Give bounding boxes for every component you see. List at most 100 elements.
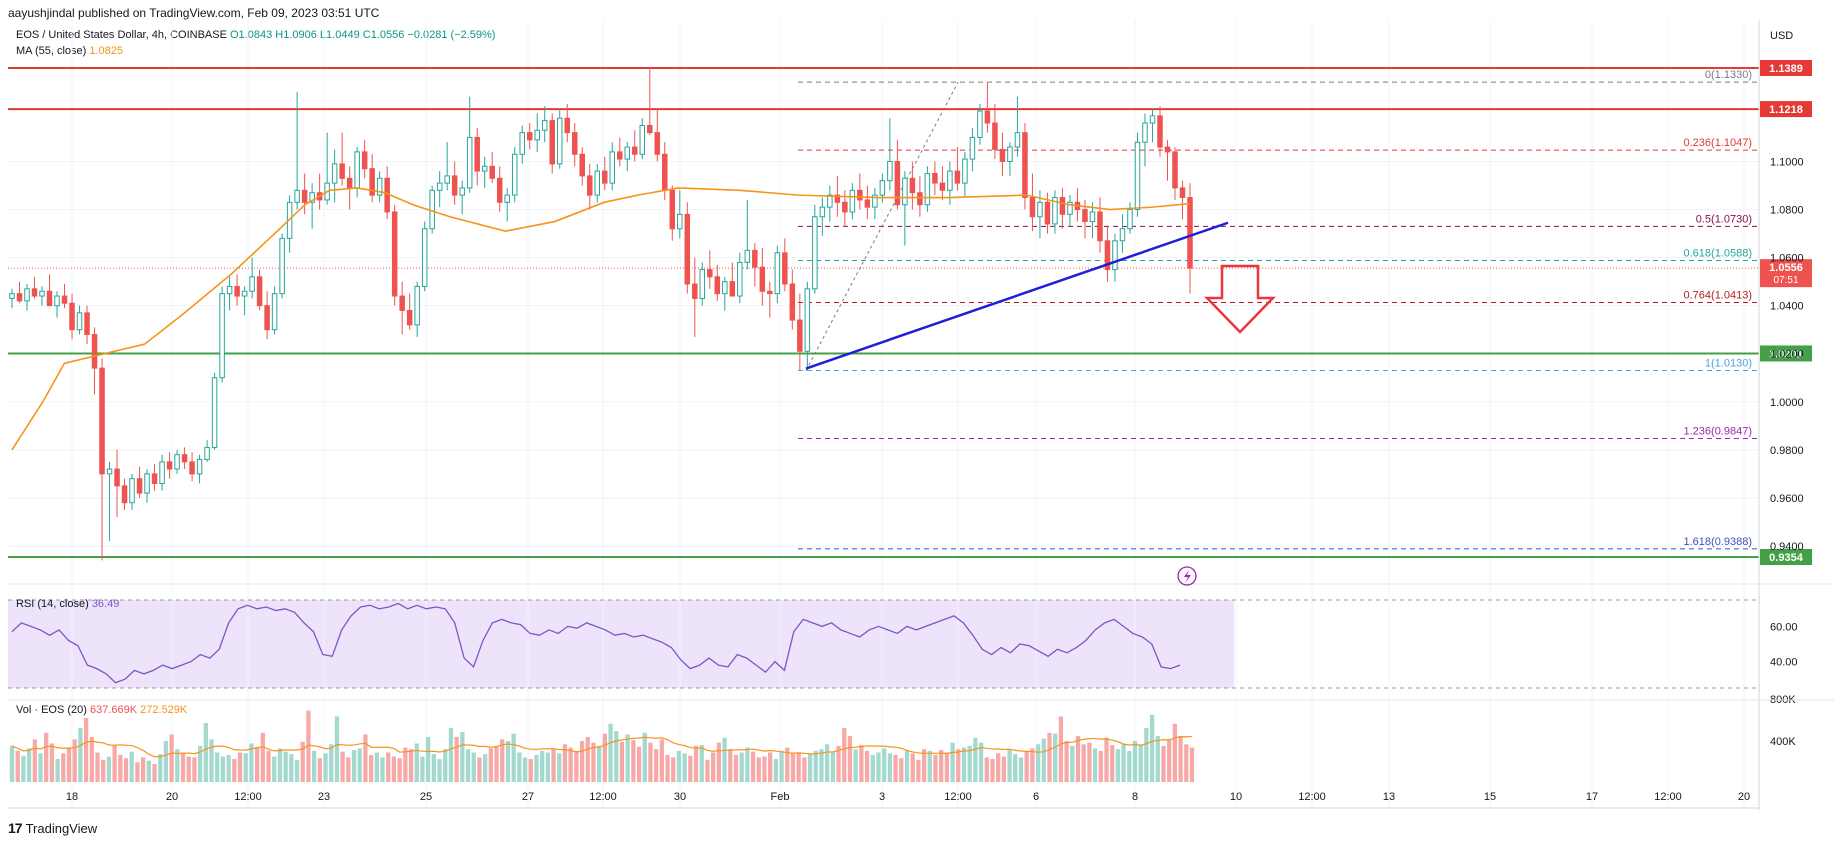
volume-bar-up <box>351 750 357 782</box>
ohlc-legend: EOS / United States Dollar, 4h, COINBASE… <box>16 29 495 41</box>
volume-bar-up <box>682 753 687 782</box>
candle-up <box>129 478 135 504</box>
candle-up <box>1007 146 1013 162</box>
candle-down <box>369 168 375 196</box>
volume-bar-down <box>864 750 870 782</box>
candle-up <box>1067 201 1073 215</box>
candle-down <box>346 177 353 189</box>
ma-legend[interactable]: MA (55, close) 1.0825 <box>16 45 123 57</box>
volume-bar-up <box>904 750 910 782</box>
candle-down <box>1157 115 1163 148</box>
volume-bar-down <box>1047 732 1052 782</box>
volume-bar-up <box>830 751 836 782</box>
candle-down <box>91 333 98 369</box>
volume-legend[interactable]: Vol · EOS (20) 637.669K 272.529K <box>16 704 187 716</box>
candle-up <box>519 132 525 155</box>
volume-bar-up <box>277 748 283 782</box>
volume-bar-down <box>1104 737 1109 782</box>
candle-down <box>1179 187 1186 199</box>
volume-bar-up <box>226 754 231 782</box>
candle-down <box>767 290 773 295</box>
candle-down <box>99 367 105 475</box>
volume-bar-down <box>984 757 989 782</box>
volume-bar-down <box>180 752 186 782</box>
candle-down <box>136 478 143 494</box>
volume-bar-up <box>511 733 516 782</box>
candle-up <box>459 187 465 196</box>
volume-bar-up <box>431 754 436 782</box>
volume-bar-up <box>420 756 425 782</box>
volume-bar-down <box>921 749 927 782</box>
candle-up <box>1142 122 1148 143</box>
candle-up <box>39 290 45 297</box>
candle-down <box>759 266 766 292</box>
candle-down <box>16 293 23 302</box>
volume-bar-up <box>249 743 254 782</box>
volume-bar-down <box>1058 716 1064 782</box>
volume-bar-up <box>1035 744 1041 782</box>
candle-up <box>174 454 180 470</box>
volume-bar-down <box>1110 745 1115 782</box>
candle-up <box>902 177 908 206</box>
volume-bar-down <box>386 752 391 782</box>
candle-up <box>466 136 473 189</box>
candle-down <box>684 213 691 285</box>
volume-bar-down <box>756 757 761 782</box>
volume-bar-down <box>916 759 921 782</box>
candle-up <box>54 295 60 307</box>
currency-label: USD <box>1770 30 1794 42</box>
volume-bar-down <box>1184 744 1189 782</box>
fib-label: 1.618(0.9388) <box>1684 536 1753 548</box>
ohlc-change: −0.0281 (−2.59%) <box>407 29 496 41</box>
ma-line <box>11 187 1191 451</box>
rsi-value: 36.49 <box>91 598 120 610</box>
tradingview-logo[interactable]: 17 TradingView <box>8 820 97 836</box>
current-price-tag <box>1760 259 1812 288</box>
y-tick-label: 1.0600 <box>1770 253 1804 265</box>
volume-bar-down <box>562 744 568 782</box>
volume-bar-down <box>1024 751 1029 782</box>
candle-up <box>249 276 255 292</box>
volume-bar-up <box>1121 744 1126 782</box>
x-tick-label: 8 <box>1132 791 1138 803</box>
candle-down <box>1044 201 1051 225</box>
volume-bar-up <box>882 748 887 782</box>
candle-up <box>504 194 510 203</box>
volume-bar-down <box>260 732 265 782</box>
y-tick-label: 1.1000 <box>1770 156 1804 168</box>
candle-down <box>999 148 1006 162</box>
volume-bar-down <box>579 741 585 782</box>
volume-bar-up <box>557 753 562 782</box>
volume-bar-down <box>397 758 402 782</box>
volume-bar-down <box>750 751 756 782</box>
candle-down <box>917 192 923 206</box>
volume-bar-up <box>448 727 454 782</box>
candle-down <box>1022 132 1028 199</box>
volume-bar-up <box>522 757 528 782</box>
candle-down <box>939 182 946 191</box>
candle-down <box>654 132 661 155</box>
ohlc-close: C1.0556 <box>362 29 405 41</box>
volume-bar-up <box>243 753 248 782</box>
volume-bar-up <box>21 755 26 782</box>
candle-down <box>992 122 998 150</box>
volume-bar-up <box>978 742 984 782</box>
volume-bars <box>9 710 1195 782</box>
candle-up <box>804 288 811 352</box>
volume-bar-up <box>471 752 476 782</box>
candle-up <box>1037 201 1043 218</box>
candle-down <box>189 461 195 475</box>
candle-up <box>819 206 826 218</box>
candle-down <box>571 132 578 155</box>
volume-bar-up <box>853 749 858 782</box>
down-arrow-icon <box>1204 264 1276 334</box>
volume-bar-down <box>528 759 533 782</box>
candle-down <box>301 189 308 203</box>
volume-bar-down <box>705 759 710 782</box>
lightning-icon[interactable] <box>1177 566 1197 586</box>
rsi-legend[interactable]: RSI (14, close) 36.49 <box>16 598 119 610</box>
candle-up <box>812 216 818 290</box>
countdown-label: 07:51 <box>1773 275 1798 286</box>
